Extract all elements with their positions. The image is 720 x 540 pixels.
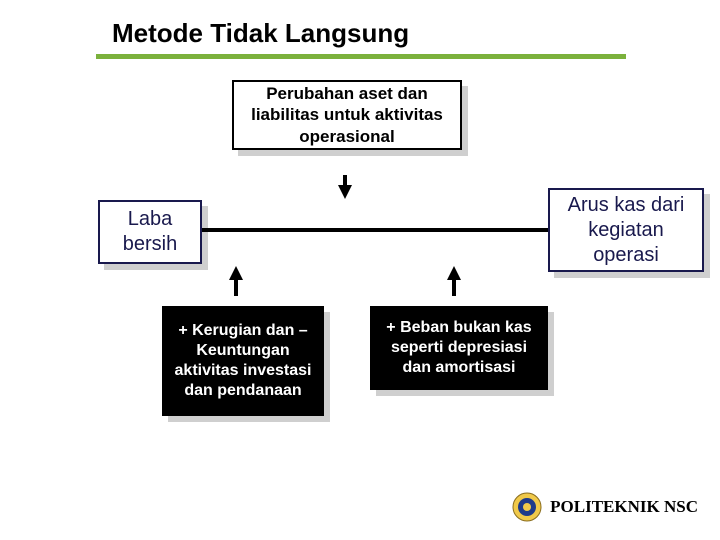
box-beban: + Beban bukan kas seperti depresiasi dan… bbox=[370, 306, 548, 390]
arrow-down-icon bbox=[338, 185, 352, 199]
box-top: Perubahan aset dan liabilitas untuk akti… bbox=[232, 80, 462, 150]
box-kerugian: + Kerugian dan – Keuntungan aktivitas in… bbox=[162, 306, 324, 416]
footer-text: POLITEKNIK NSC bbox=[550, 497, 698, 517]
box-laba: Laba bersih bbox=[98, 200, 202, 264]
box-arus: Arus kas dari kegiatan operasi bbox=[548, 188, 704, 272]
box-laba-text: Laba bersih bbox=[110, 207, 190, 257]
box-arus-text: Arus kas dari kegiatan operasi bbox=[560, 193, 692, 268]
box-beban-text: + Beban bukan kas seperti depresiasi dan… bbox=[382, 318, 536, 378]
flow-horizontal-line bbox=[202, 228, 548, 232]
box-kerugian-text: + Kerugian dan – Keuntungan aktivitas in… bbox=[174, 321, 312, 401]
title-underline bbox=[96, 54, 626, 59]
page-title: Metode Tidak Langsung bbox=[112, 18, 409, 49]
arrow-up-left-icon bbox=[229, 266, 243, 280]
logo-icon bbox=[512, 492, 542, 522]
box-top-text: Perubahan aset dan liabilitas untuk akti… bbox=[244, 83, 450, 147]
arrow-up-right-icon bbox=[447, 266, 461, 280]
footer: POLITEKNIK NSC bbox=[512, 492, 698, 522]
